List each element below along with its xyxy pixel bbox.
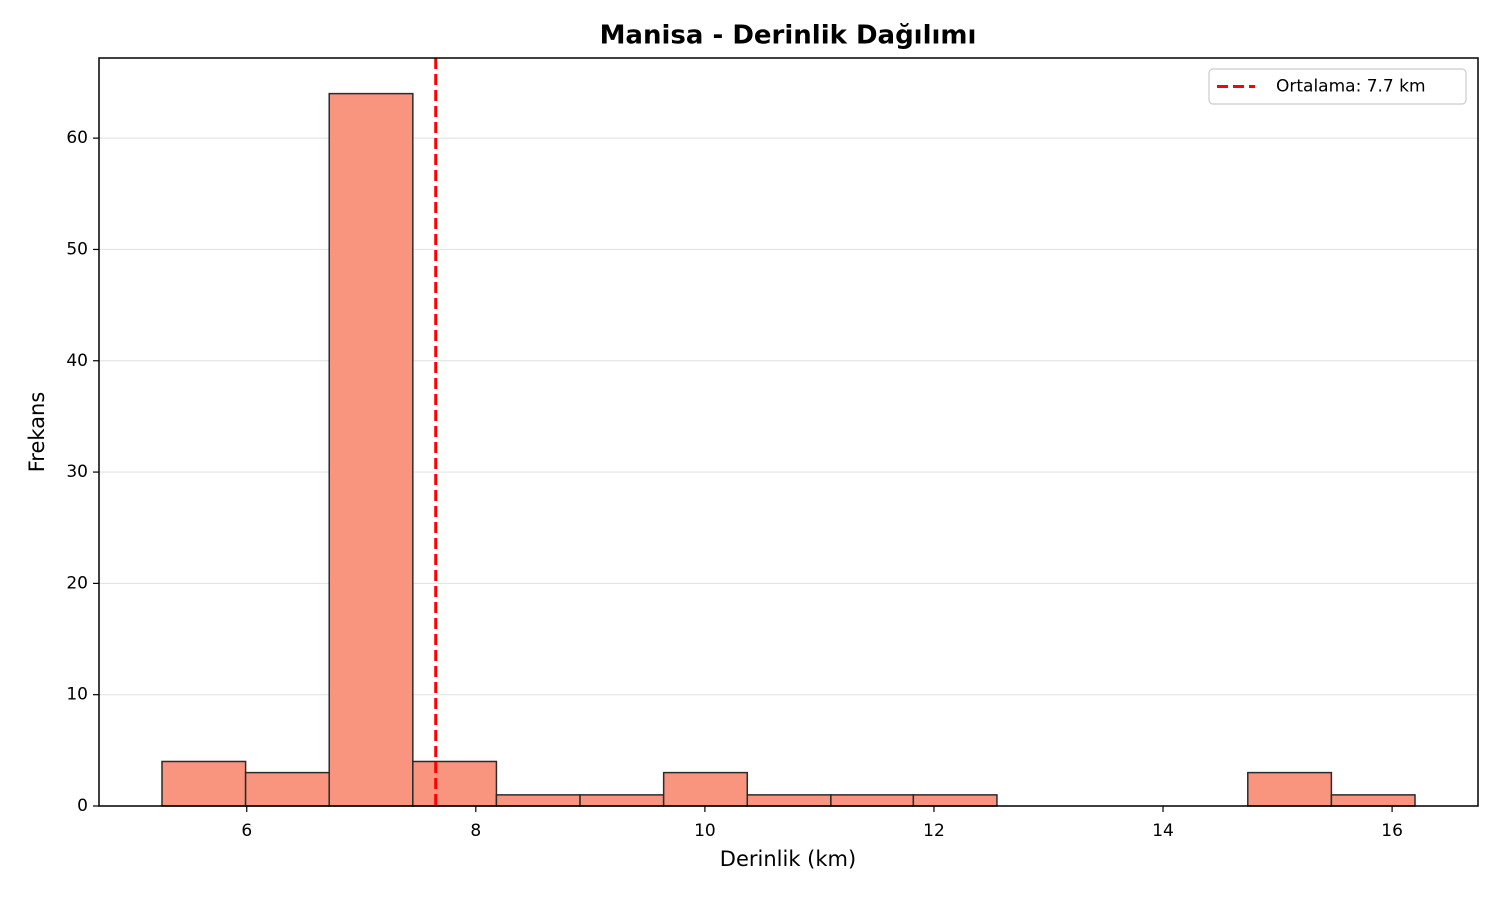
y-tick-label: 50	[66, 239, 88, 259]
bar	[579, 794, 665, 807]
bar	[1330, 794, 1416, 807]
bar	[412, 760, 498, 807]
bar	[830, 794, 915, 807]
bar	[161, 760, 247, 807]
y-tick-label: 0	[77, 796, 88, 816]
bar	[244, 771, 330, 807]
bar	[1247, 771, 1333, 807]
x-tick-label: 10	[694, 821, 716, 841]
x-tick-label: 14	[1152, 821, 1174, 841]
bar	[746, 794, 832, 807]
x-tick-label: 6	[241, 821, 252, 841]
legend-label: Ortalama: 7.7 km	[1276, 77, 1426, 97]
y-axis-label: Frekans	[25, 392, 49, 473]
chart-title: Manisa - Derinlik Dağılımı	[600, 21, 977, 51]
x-axis-label: Derinlik (km)	[720, 847, 856, 871]
y-tick-label: 40	[66, 351, 88, 371]
y-tick-label: 20	[66, 573, 88, 593]
x-tick-label: 8	[470, 821, 481, 841]
y-tick-label: 60	[66, 128, 88, 148]
legend-box	[1208, 68, 1467, 105]
y-tick-label: 30	[66, 462, 88, 482]
plot-frame	[98, 57, 1479, 807]
y-tick-label: 10	[66, 685, 88, 705]
bar	[662, 771, 749, 807]
bar	[912, 794, 998, 807]
x-tick-label: 16	[1381, 821, 1403, 841]
bar	[495, 794, 581, 807]
bar	[328, 92, 414, 807]
x-tick-label: 12	[923, 821, 945, 841]
